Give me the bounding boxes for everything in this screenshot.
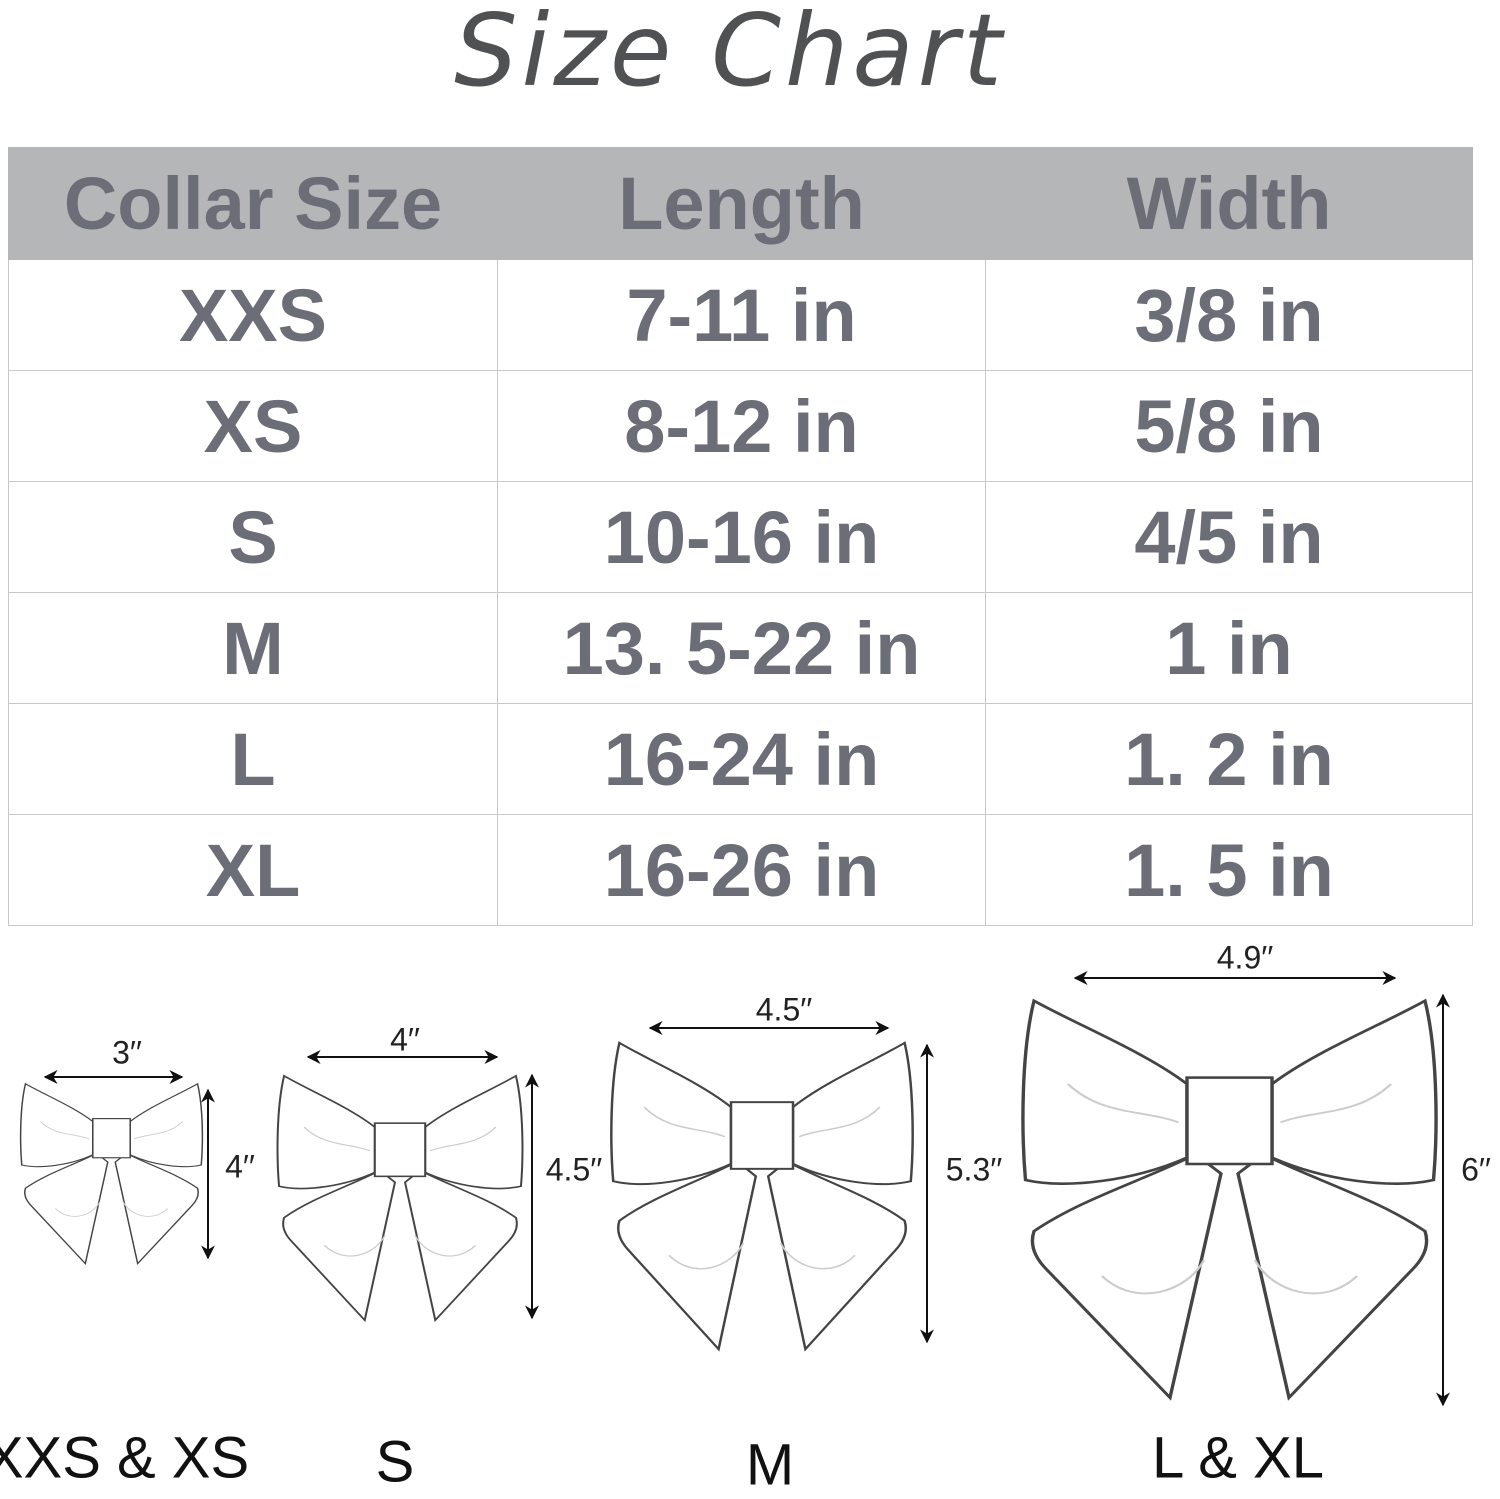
bow-l-xl [1021,999,1438,1400]
cell-length: 10-16 in [497,481,986,593]
cell-collar-size: L [8,703,498,815]
cell-length: 13. 5-22 in [497,592,986,704]
table-row: L 16-24 in 1. 2 in [8,703,1473,815]
bow-size-label: XXS & XS [0,1425,250,1491]
cell-width: 3/8 in [985,259,1473,371]
bow-s [276,1074,524,1322]
cell-length: 16-26 in [497,814,986,926]
table-header-row: Collar Size Length Width [8,147,1473,260]
cell-width: 1 in [985,592,1473,704]
bow-width-label: 4.5′′ [755,991,813,1028]
bow-width-label: 4′′ [390,1021,420,1058]
bow-height-label: 6′′ [1461,1151,1491,1188]
cell-width: 5/8 in [985,370,1473,482]
cell-length: 8-12 in [497,370,986,482]
bow-size-label: S [375,1429,415,1495]
header-length: Length [497,147,986,260]
cell-width: 1. 5 in [985,814,1473,926]
header-collar-size: Collar Size [8,147,498,260]
bow-size-label: L & XL [1152,1425,1324,1491]
cell-collar-size: XS [8,370,498,482]
bow-height-label: 4′′ [225,1148,255,1185]
size-table: Collar Size Length Width XXS 7-11 in 3/8 i… [8,147,1473,926]
header-width: Width [985,147,1473,260]
cell-width: 4/5 in [985,481,1473,593]
cell-width: 1. 2 in [985,703,1473,815]
page-title: Size Chart [454,0,1006,109]
cell-collar-size: M [8,592,498,704]
bow-height-label: 5.3′′ [945,1151,1003,1188]
table-row: S 10-16 in 4/5 in [8,481,1473,593]
bow-size-label: M [745,1432,795,1498]
bow-width-label: 4.9′′ [1216,939,1274,976]
cell-collar-size: S [8,481,498,593]
cell-collar-size: XL [8,814,498,926]
cell-length: 7-11 in [497,259,986,371]
cell-collar-size: XXS [8,259,498,371]
table-row: XS 8-12 in 5/8 in [8,370,1473,482]
table-row: XXS 7-11 in 3/8 in [8,259,1473,371]
bow-xxs-xs [19,1083,204,1265]
table-row: XL 16-26 in 1. 5 in [8,814,1473,926]
cell-length: 16-24 in [497,703,986,815]
bow-m [610,1041,914,1351]
bow-width-label: 3′′ [112,1034,142,1071]
table-row: M 13. 5-22 in 1 in [8,592,1473,704]
bow-height-label: 4.5′′ [545,1151,603,1188]
